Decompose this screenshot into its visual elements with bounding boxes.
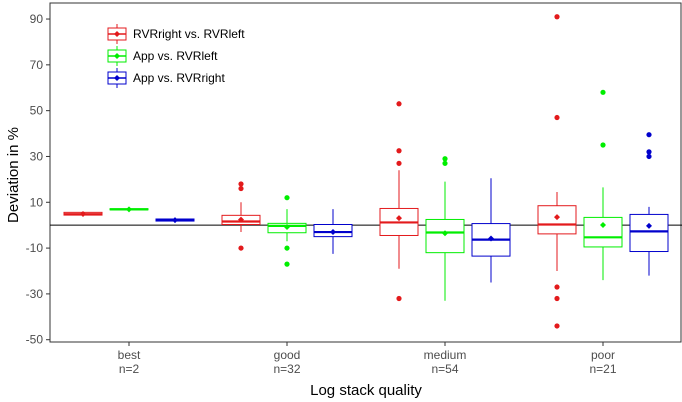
y-axis-title: Deviation in % — [5, 127, 22, 223]
x-axis-title: Log stack quality — [310, 382, 422, 399]
mean-point — [172, 217, 178, 224]
y-tick-label: 70 — [30, 58, 44, 72]
y-tick-label: -30 — [26, 287, 44, 301]
box-group — [425, 156, 465, 301]
box-group — [471, 178, 511, 283]
outlier-point — [396, 148, 402, 154]
y-tick-label: -10 — [26, 241, 44, 255]
legend-label: App vs. RVRleft — [133, 49, 218, 63]
legend-mean — [114, 31, 120, 37]
x-tick-count-label: n=2 — [119, 362, 140, 376]
mean-point — [330, 229, 336, 236]
mean-point — [80, 210, 86, 217]
mean-point — [126, 206, 132, 213]
outlier-point — [554, 114, 560, 121]
mean-point — [442, 230, 448, 237]
mean-point — [284, 224, 290, 231]
outlier-point — [646, 149, 652, 155]
y-tick-label: 50 — [30, 104, 44, 118]
outlier-point — [284, 245, 290, 251]
box-iqr — [629, 213, 669, 253]
legend-label: RVRright vs. RVRleft — [133, 27, 245, 41]
mean-point — [488, 235, 494, 242]
outlier-point — [284, 261, 290, 267]
box-group — [155, 217, 195, 224]
x-tick-label: medium — [424, 348, 467, 362]
y-tick-label: -50 — [26, 333, 44, 347]
plot-border — [49, 2, 682, 343]
box-group — [267, 195, 307, 267]
box-group — [629, 132, 669, 276]
outlier-point — [396, 101, 402, 107]
box-group — [63, 210, 103, 217]
mean-point — [554, 214, 560, 221]
x-tick-label: poor — [591, 348, 615, 362]
y-tick-label: 30 — [30, 149, 44, 163]
outlier-point — [554, 14, 560, 20]
outlier-point — [396, 295, 402, 302]
box-group — [221, 181, 261, 251]
x-tick-count-label: n=21 — [589, 362, 616, 376]
legend: RVRright vs. RVRleft App vs. RVRleft App v… — [107, 24, 245, 88]
y-tick-label: 90 — [30, 12, 44, 26]
outlier-point — [284, 195, 290, 201]
mean-point — [600, 221, 606, 228]
box-group — [379, 101, 419, 302]
legend-item: App vs. RVRleft — [107, 46, 218, 66]
mean-point — [396, 215, 402, 222]
outlier-point — [554, 323, 560, 329]
legend-item: App vs. RVRright — [107, 68, 225, 88]
outlier-point — [238, 185, 244, 192]
box-iqr — [583, 216, 623, 248]
outlier-point — [442, 160, 448, 166]
y-tick-label: 10 — [30, 195, 44, 209]
outlier-point — [554, 284, 560, 290]
outlier-point — [238, 245, 244, 251]
box-group — [583, 89, 623, 281]
box-group — [109, 206, 149, 213]
box-group — [313, 209, 353, 254]
legend-mean — [114, 53, 120, 59]
plot-area — [49, 2, 682, 343]
legend-mean — [114, 75, 120, 81]
x-tick-label: good — [274, 348, 301, 362]
y-axis: -50 -30 -10 10 30 50 70 90 — [26, 12, 50, 347]
x-tick-count-label: n=32 — [273, 362, 300, 376]
mean-point — [646, 222, 652, 229]
outlier-point — [554, 295, 560, 302]
mean-point — [238, 216, 244, 223]
outlier-point — [646, 153, 652, 160]
box-group — [537, 14, 577, 329]
outlier-point — [600, 142, 606, 148]
x-tick-count-label: n=54 — [431, 362, 458, 376]
legend-label: App vs. RVRright — [133, 71, 225, 85]
outlier-point — [646, 132, 652, 138]
outlier-point — [442, 156, 448, 162]
outlier-point — [396, 160, 402, 166]
legend-item: RVRright vs. RVRleft — [107, 24, 245, 44]
outlier-point — [600, 89, 606, 95]
outlier-point — [238, 181, 244, 187]
x-tick-label: best — [118, 348, 141, 362]
